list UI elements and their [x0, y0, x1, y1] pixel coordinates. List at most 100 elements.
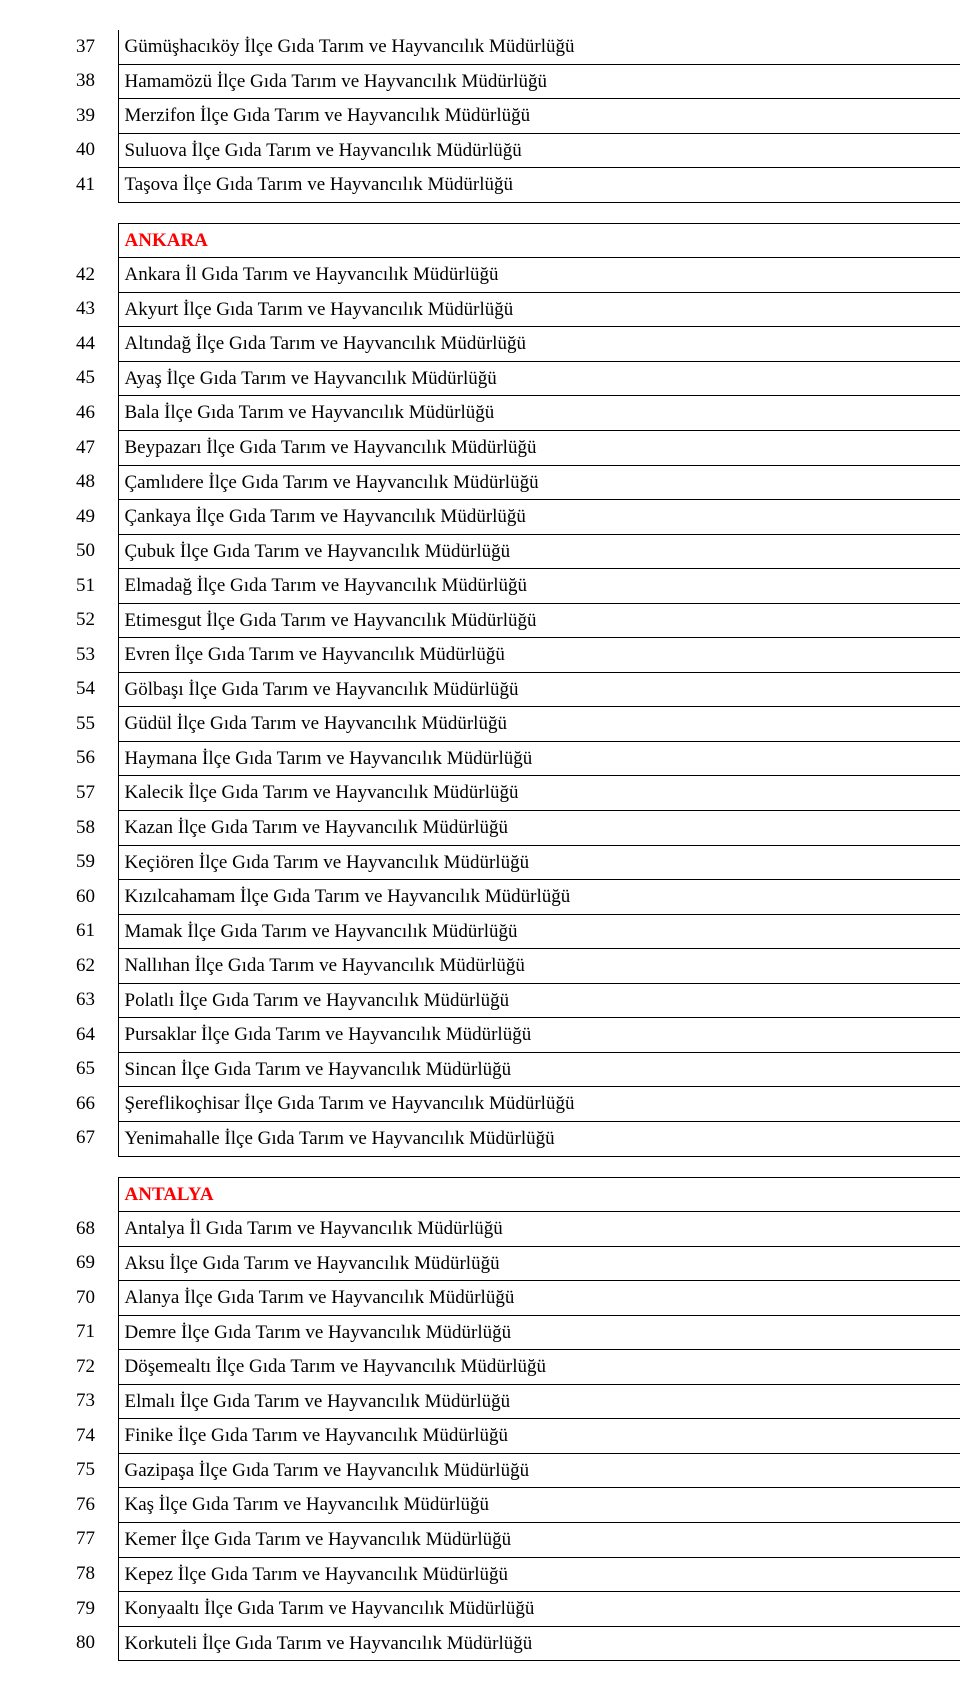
row-label: Çamlıdere İlçe Gıda Tarım ve Hayvancılık…: [118, 465, 960, 500]
table-row: 72Döşemealtı İlçe Gıda Tarım ve Hayvancı…: [70, 1350, 960, 1385]
row-label: Gümüşhacıköy İlçe Gıda Tarım ve Hayvancı…: [118, 30, 960, 64]
row-label: Merzifon İlçe Gıda Tarım ve Hayvancılık …: [118, 99, 960, 134]
table-row: 61Mamak İlçe Gıda Tarım ve Hayvancılık M…: [70, 914, 960, 949]
table-row: 79Konyaaltı İlçe Gıda Tarım ve Hayvancıl…: [70, 1592, 960, 1627]
table-row: 53Evren İlçe Gıda Tarım ve Hayvancılık M…: [70, 638, 960, 673]
table-row: 45Ayaş İlçe Gıda Tarım ve Hayvancılık Mü…: [70, 361, 960, 396]
section-header: ANTALYA: [118, 1177, 960, 1212]
table-row: 44Altındağ İlçe Gıda Tarım ve Hayvancılı…: [70, 327, 960, 362]
table-row: 66Şereflikoçhisar İlçe Gıda Tarım ve Hay…: [70, 1087, 960, 1122]
table-row: 77Kemer İlçe Gıda Tarım ve Hayvancılık M…: [70, 1522, 960, 1557]
table-row: 78Kepez İlçe Gıda Tarım ve Hayvancılık M…: [70, 1557, 960, 1592]
row-label: Kepez İlçe Gıda Tarım ve Hayvancılık Müd…: [118, 1557, 960, 1592]
row-label: Polatlı İlçe Gıda Tarım ve Hayvancılık M…: [118, 983, 960, 1018]
row-number: 73: [70, 1384, 118, 1419]
row-number: 71: [70, 1315, 118, 1350]
table-row: 64Pursaklar İlçe Gıda Tarım ve Hayvancıl…: [70, 1018, 960, 1053]
table-row: 58Kazan İlçe Gıda Tarım ve Hayvancılık M…: [70, 811, 960, 846]
row-number: 61: [70, 914, 118, 949]
table-row: 60Kızılcahamam İlçe Gıda Tarım ve Hayvan…: [70, 880, 960, 915]
row-number: [70, 1177, 118, 1212]
table-row: 55Güdül İlçe Gıda Tarım ve Hayvancılık M…: [70, 707, 960, 742]
row-number: 59: [70, 845, 118, 880]
row-number: 44: [70, 327, 118, 362]
row-number: 54: [70, 672, 118, 707]
table-row: 68Antalya İl Gıda Tarım ve Hayvancılık M…: [70, 1212, 960, 1247]
table-row: 38Hamamözü İlçe Gıda Tarım ve Hayvancılı…: [70, 64, 960, 99]
row-label: Evren İlçe Gıda Tarım ve Hayvancılık Müd…: [118, 638, 960, 673]
row-number: 45: [70, 361, 118, 396]
table-row: 49Çankaya İlçe Gıda Tarım ve Hayvancılık…: [70, 500, 960, 535]
row-label: Ayaş İlçe Gıda Tarım ve Hayvancılık Müdü…: [118, 361, 960, 396]
row-label: Şereflikoçhisar İlçe Gıda Tarım ve Hayva…: [118, 1087, 960, 1122]
table-row: 46Bala İlçe Gıda Tarım ve Hayvancılık Mü…: [70, 396, 960, 431]
table-row: 37Gümüşhacıköy İlçe Gıda Tarım ve Hayvan…: [70, 30, 960, 64]
table-row: 51Elmadağ İlçe Gıda Tarım ve Hayvancılık…: [70, 569, 960, 604]
row-number: 70: [70, 1281, 118, 1316]
row-label: Beypazarı İlçe Gıda Tarım ve Hayvancılık…: [118, 431, 960, 466]
row-label: Akyurt İlçe Gıda Tarım ve Hayvancılık Mü…: [118, 292, 960, 327]
row-number: 69: [70, 1246, 118, 1281]
table-row: 47Beypazarı İlçe Gıda Tarım ve Hayvancıl…: [70, 431, 960, 466]
row-label: Döşemealtı İlçe Gıda Tarım ve Hayvancılı…: [118, 1350, 960, 1385]
row-label: Suluova İlçe Gıda Tarım ve Hayvancılık M…: [118, 133, 960, 168]
table-row: 74Finike İlçe Gıda Tarım ve Hayvancılık …: [70, 1419, 960, 1454]
row-number: 58: [70, 811, 118, 846]
row-label: Kızılcahamam İlçe Gıda Tarım ve Hayvancı…: [118, 880, 960, 915]
row-label: Ankara İl Gıda Tarım ve Hayvancılık Müdü…: [118, 258, 960, 293]
row-number: 74: [70, 1419, 118, 1454]
table-row: 67Yenimahalle İlçe Gıda Tarım ve Hayvanc…: [70, 1121, 960, 1156]
row-label: Elmalı İlçe Gıda Tarım ve Hayvancılık Mü…: [118, 1384, 960, 1419]
row-number: 68: [70, 1212, 118, 1247]
table-row: 65Sincan İlçe Gıda Tarım ve Hayvancılık …: [70, 1052, 960, 1087]
row-label: Taşova İlçe Gıda Tarım ve Hayvancılık Mü…: [118, 168, 960, 203]
table-row: 56Haymana İlçe Gıda Tarım ve Hayvancılık…: [70, 741, 960, 776]
row-number: 40: [70, 133, 118, 168]
table-row: 59Keçiören İlçe Gıda Tarım ve Hayvancılı…: [70, 845, 960, 880]
table-row: 41Taşova İlçe Gıda Tarım ve Hayvancılık …: [70, 168, 960, 203]
row-label: Kaş İlçe Gıda Tarım ve Hayvancılık Müdür…: [118, 1488, 960, 1523]
row-number: 62: [70, 949, 118, 984]
row-number: 50: [70, 534, 118, 569]
row-label: Gölbaşı İlçe Gıda Tarım ve Hayvancılık M…: [118, 672, 960, 707]
row-number: 42: [70, 258, 118, 293]
table-row: 69Aksu İlçe Gıda Tarım ve Hayvancılık Mü…: [70, 1246, 960, 1281]
table-row: 57Kalecik İlçe Gıda Tarım ve Hayvancılık…: [70, 776, 960, 811]
row-number: 78: [70, 1557, 118, 1592]
row-label: Elmadağ İlçe Gıda Tarım ve Hayvancılık M…: [118, 569, 960, 604]
row-label: Çankaya İlçe Gıda Tarım ve Hayvancılık M…: [118, 500, 960, 535]
row-label: Haymana İlçe Gıda Tarım ve Hayvancılık M…: [118, 741, 960, 776]
row-label: Korkuteli İlçe Gıda Tarım ve Hayvancılık…: [118, 1626, 960, 1661]
row-number: 65: [70, 1052, 118, 1087]
row-label: Keçiören İlçe Gıda Tarım ve Hayvancılık …: [118, 845, 960, 880]
table-row: 39Merzifon İlçe Gıda Tarım ve Hayvancılı…: [70, 99, 960, 134]
table-row: 54Gölbaşı İlçe Gıda Tarım ve Hayvancılık…: [70, 672, 960, 707]
row-number: 67: [70, 1121, 118, 1156]
row-number: 76: [70, 1488, 118, 1523]
row-label: Altındağ İlçe Gıda Tarım ve Hayvancılık …: [118, 327, 960, 362]
table-row: 80Korkuteli İlçe Gıda Tarım ve Hayvancıl…: [70, 1626, 960, 1661]
directory-table: 37Gümüşhacıköy İlçe Gıda Tarım ve Hayvan…: [70, 30, 960, 1661]
table-row: 52Etimesgut İlçe Gıda Tarım ve Hayvancıl…: [70, 603, 960, 638]
row-label: Hamamözü İlçe Gıda Tarım ve Hayvancılık …: [118, 64, 960, 99]
row-number: 56: [70, 741, 118, 776]
row-number: 39: [70, 99, 118, 134]
row-label: Finike İlçe Gıda Tarım ve Hayvancılık Mü…: [118, 1419, 960, 1454]
row-number: 75: [70, 1453, 118, 1488]
table-row: 75Gazipaşa İlçe Gıda Tarım ve Hayvancılı…: [70, 1453, 960, 1488]
row-number: 48: [70, 465, 118, 500]
row-label: Aksu İlçe Gıda Tarım ve Hayvancılık Müdü…: [118, 1246, 960, 1281]
row-label: Pursaklar İlçe Gıda Tarım ve Hayvancılık…: [118, 1018, 960, 1053]
row-label: Çubuk İlçe Gıda Tarım ve Hayvancılık Müd…: [118, 534, 960, 569]
table-row: 43Akyurt İlçe Gıda Tarım ve Hayvancılık …: [70, 292, 960, 327]
row-number: 60: [70, 880, 118, 915]
row-label: Konyaaltı İlçe Gıda Tarım ve Hayvancılık…: [118, 1592, 960, 1627]
row-number: 80: [70, 1626, 118, 1661]
row-number: 79: [70, 1592, 118, 1627]
row-label: Bala İlçe Gıda Tarım ve Hayvancılık Müdü…: [118, 396, 960, 431]
table-row: 40Suluova İlçe Gıda Tarım ve Hayvancılık…: [70, 133, 960, 168]
table-row: 42Ankara İl Gıda Tarım ve Hayvancılık Mü…: [70, 258, 960, 293]
row-label: Demre İlçe Gıda Tarım ve Hayvancılık Müd…: [118, 1315, 960, 1350]
row-label: Mamak İlçe Gıda Tarım ve Hayvancılık Müd…: [118, 914, 960, 949]
table-row: 71Demre İlçe Gıda Tarım ve Hayvancılık M…: [70, 1315, 960, 1350]
